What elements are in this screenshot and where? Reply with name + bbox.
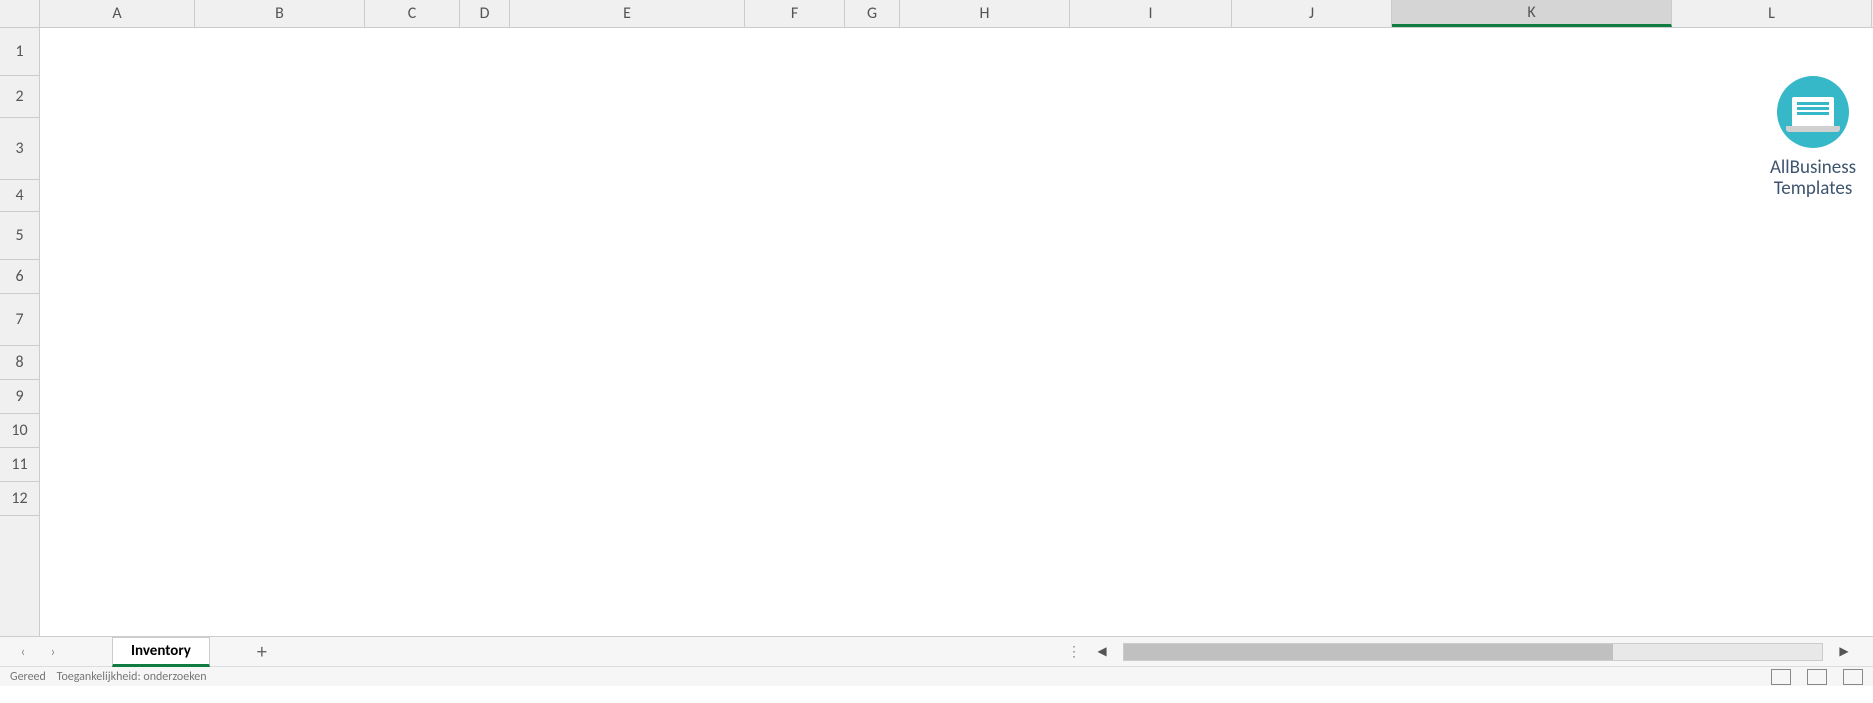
view-page-layout-icon[interactable] — [1807, 669, 1827, 685]
column-headers: ABCDEFGHIJKL — [40, 0, 1873, 28]
add-sheet-button[interactable]: + — [248, 638, 276, 666]
hscroll-thumb[interactable] — [1124, 644, 1613, 660]
row-header-3[interactable]: 3 — [0, 118, 39, 180]
column-header-c[interactable]: C — [365, 0, 460, 27]
column-header-d[interactable]: D — [460, 0, 510, 27]
column-header-k[interactable]: K — [1392, 0, 1672, 27]
view-page-break-icon[interactable] — [1843, 669, 1863, 685]
column-header-j[interactable]: J — [1232, 0, 1392, 27]
tab-split-handle[interactable]: ⋮ — [1067, 643, 1081, 660]
column-header-f[interactable]: F — [745, 0, 845, 27]
row-header-4[interactable]: 4 — [0, 180, 39, 212]
spreadsheet-grid[interactable]: AllBusinessTemplates — [40, 28, 1873, 636]
hscroll-left-button[interactable]: ◀ — [1093, 643, 1111, 661]
column-header-a[interactable]: A — [40, 0, 195, 27]
tab-next-button[interactable]: › — [42, 641, 64, 663]
row-header-8[interactable]: 8 — [0, 346, 39, 380]
logo-text: AllBusinessTemplates — [1770, 158, 1856, 200]
laptop-icon — [1777, 76, 1849, 148]
status-bar: Gereed Toegankelijkheid: onderzoeken — [0, 666, 1873, 686]
column-header-g[interactable]: G — [845, 0, 900, 27]
sheet-tab-bar: ‹ › Inventory + ⋮ ◀ ▶ — [0, 636, 1873, 666]
row-headers: 123456789101112 — [0, 28, 40, 636]
row-header-9[interactable]: 9 — [0, 380, 39, 414]
row-header-2[interactable]: 2 — [0, 76, 39, 118]
column-header-l[interactable]: L — [1672, 0, 1872, 27]
row-header-10[interactable]: 10 — [0, 414, 39, 448]
row-header-1[interactable]: 1 — [0, 28, 39, 76]
logo-watermark: AllBusinessTemplates — [1753, 28, 1873, 200]
column-header-b[interactable]: B — [195, 0, 365, 27]
row-header-6[interactable]: 6 — [0, 260, 39, 294]
row-header-7[interactable]: 7 — [0, 294, 39, 346]
select-all-corner[interactable] — [0, 0, 40, 28]
column-header-h[interactable]: H — [900, 0, 1070, 27]
column-header-i[interactable]: I — [1070, 0, 1232, 27]
view-normal-icon[interactable] — [1771, 669, 1791, 685]
row-header-11[interactable]: 11 — [0, 448, 39, 482]
status-accessibility[interactable]: Toegankelijkheid: onderzoeken — [57, 670, 207, 684]
hscroll-track[interactable] — [1123, 643, 1823, 661]
column-header-e[interactable]: E — [510, 0, 745, 27]
hscroll-right-button[interactable]: ▶ — [1835, 643, 1853, 661]
sheet-tab-inventory[interactable]: Inventory — [112, 637, 210, 667]
status-ready: Gereed — [10, 670, 46, 684]
row-header-5[interactable]: 5 — [0, 212, 39, 260]
tab-prev-button[interactable]: ‹ — [12, 641, 34, 663]
row-header-12[interactable]: 12 — [0, 482, 39, 516]
